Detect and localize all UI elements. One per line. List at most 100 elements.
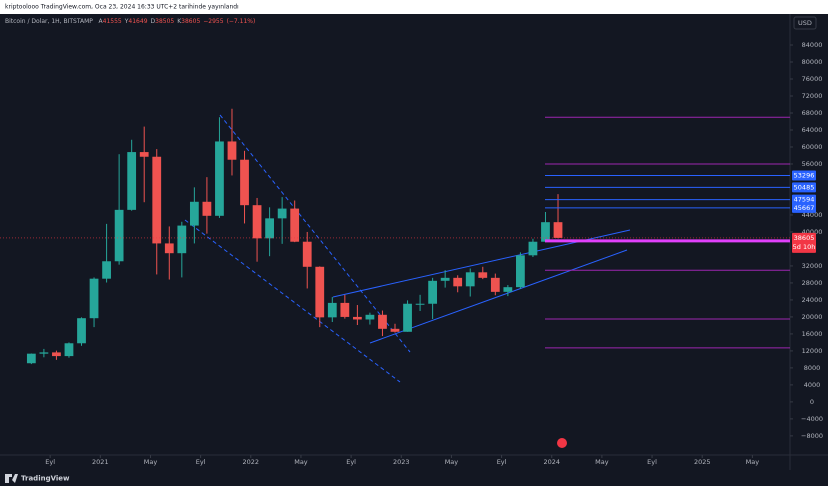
candle-body (164, 243, 174, 254)
x-tick-label: 2023 (393, 458, 410, 466)
candle-body (89, 278, 99, 319)
candle-body (302, 241, 312, 267)
candle-body (215, 141, 224, 216)
candle-body (365, 314, 375, 320)
candle-body (415, 303, 425, 305)
footer (0, 470, 828, 486)
candle-body (440, 277, 450, 281)
candle-body (64, 343, 74, 357)
currency-box[interactable] (793, 16, 817, 30)
candle-body (528, 241, 538, 256)
candle-body (177, 225, 187, 254)
candle-body (390, 328, 400, 332)
level-badge (792, 170, 816, 181)
y-tick-label: 72000 (802, 92, 823, 100)
x-tick-label: May (746, 458, 760, 466)
header: Bitcoin / Dolar, 1H, BITSTAMP A41555 Y4164… (5, 18, 255, 25)
y-tick-label: 56000 (802, 160, 823, 168)
candle-body (227, 141, 237, 160)
x-tick-label: Eyl (497, 458, 507, 466)
candle-body (26, 353, 36, 364)
candle-body (102, 261, 111, 279)
y-tick-label: −4000 (801, 415, 823, 423)
y-tick-label: 64000 (802, 126, 823, 134)
ohlc-value: 41649 (128, 18, 147, 25)
candle-body (453, 277, 463, 287)
x-tick-label: May (294, 458, 308, 466)
candle-body (152, 156, 162, 244)
legend-line: Bitcoin / Dolar, 1H, BITSTAMP A41555 Y4164… (5, 18, 255, 25)
last-price: 38605 (794, 234, 815, 242)
y-tick-label: 28000 (802, 279, 823, 287)
level-label: 47594 (794, 196, 815, 204)
y-tick-label: 80000 (802, 58, 823, 66)
candle-body (202, 201, 212, 216)
candle-body (340, 302, 350, 317)
candle-body (553, 222, 563, 238)
y-tick-label: 0 (810, 398, 814, 406)
symbol: Bitcoin / Dolar, 1H, BITSTAMP (5, 18, 93, 25)
candle-body (277, 208, 287, 219)
trend-line (369, 249, 628, 344)
last-price-badge (792, 232, 816, 253)
x-tick-label: May (445, 458, 459, 466)
candle-body (114, 209, 124, 262)
y-tick-label: 8000 (804, 364, 821, 372)
x-tick-label: Eyl (196, 458, 206, 466)
y-tick-label: 40000 (802, 228, 823, 236)
candle-body (127, 152, 137, 210)
candle-body (465, 272, 475, 287)
ohlc-key: Y (124, 18, 129, 25)
level-badge (792, 182, 816, 193)
candle-body (139, 152, 149, 157)
countdown: 5d 10h (793, 243, 816, 251)
x-tick-label: 2024 (543, 458, 560, 466)
ohlc-value: 38605 (181, 18, 200, 25)
y-tick-label: 12000 (802, 347, 823, 355)
ohlc-key: D (151, 18, 156, 25)
candle-body (315, 266, 325, 318)
currency[interactable]: USD (798, 19, 812, 27)
y-tick-label: 16000 (802, 330, 823, 338)
ohlc-key: K (177, 18, 182, 25)
candle-body (189, 201, 199, 226)
candle-body (490, 277, 500, 292)
candle-body (77, 318, 86, 344)
x-tick-label: Eyl (45, 458, 55, 466)
publish-text: kriptoolooo TradingView.com, Oca 23, 202… (5, 4, 239, 11)
x-tick-label: May (595, 458, 609, 466)
drawings (184, 114, 631, 383)
x-tick-label: 2021 (92, 458, 109, 466)
brand-logo (5, 474, 18, 483)
event-icon[interactable] (557, 438, 567, 448)
y-tick-label: 32000 (802, 262, 823, 270)
x-tick-label: Eyl (346, 458, 356, 466)
candle-body (378, 314, 387, 329)
y-tick-label: 60000 (802, 143, 823, 151)
ohlc-key: A (99, 18, 104, 25)
ohlc-value: 38505 (155, 18, 174, 25)
change: (−7.11%) (227, 18, 256, 25)
y-tick-label: 68000 (802, 109, 823, 117)
candle-body (428, 280, 438, 304)
x-tick-label: 2025 (694, 458, 711, 466)
y-tick-label: −8000 (801, 432, 823, 440)
y-tick-label: 76000 (802, 75, 823, 83)
level-label: 45667 (794, 204, 815, 212)
candle-body (503, 287, 513, 292)
trend-line (184, 219, 401, 383)
x-tick-label: 2022 (243, 458, 260, 466)
candle-body (541, 222, 550, 242)
candle-body (252, 205, 262, 239)
level-label: 50485 (794, 183, 815, 191)
y-tick-label: 4000 (804, 381, 821, 389)
x-tick-label: Eyl (647, 458, 657, 466)
y-tick-label: 44000 (802, 211, 823, 219)
candle-body (265, 218, 274, 239)
candle-body (352, 316, 362, 320)
candle-body (52, 352, 61, 357)
change: −2955 (203, 18, 223, 25)
y-tick-label: 84000 (802, 41, 823, 49)
